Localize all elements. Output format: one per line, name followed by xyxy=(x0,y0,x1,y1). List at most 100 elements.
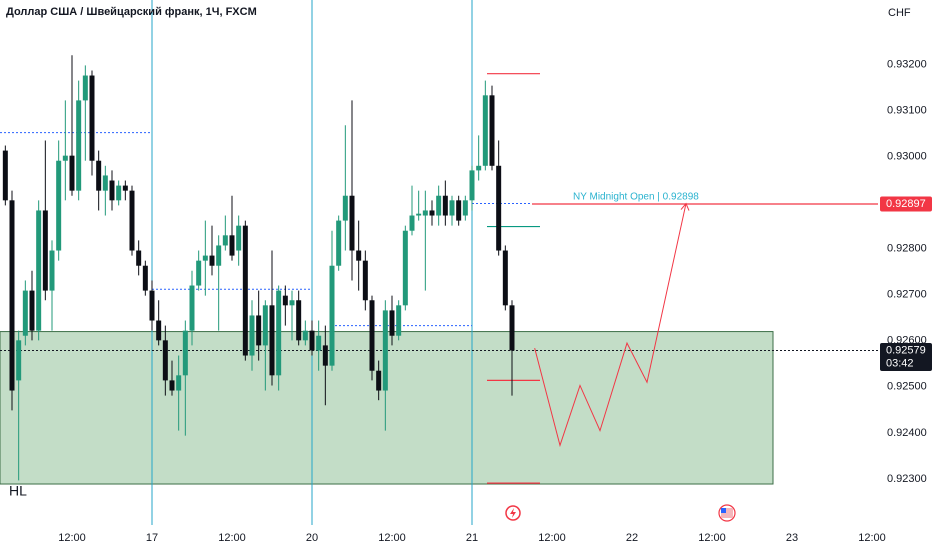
candle-body xyxy=(449,200,455,216)
x-tick-label: 20 xyxy=(306,532,318,544)
candle-body xyxy=(289,300,295,306)
candle-body xyxy=(442,195,448,216)
candle-body xyxy=(42,210,48,291)
candle-body xyxy=(9,200,15,391)
annotation-ny-open: NY Midnight Open | 0.92898 xyxy=(573,192,699,203)
price-tag xyxy=(880,196,932,212)
x-tick-label: 12:00 xyxy=(698,532,726,544)
x-tick-label: 12:00 xyxy=(218,532,246,544)
candle-body xyxy=(122,185,128,191)
price-tag xyxy=(880,342,932,371)
candle-body xyxy=(409,215,415,231)
projection-arrow xyxy=(680,202,690,211)
candle-body xyxy=(262,305,268,346)
candle-body xyxy=(56,160,62,251)
candle-body xyxy=(36,210,42,331)
candle-body xyxy=(182,330,188,376)
candle-body xyxy=(156,320,162,341)
candle-body xyxy=(436,195,442,216)
y-tick-label: 0.92400 xyxy=(887,427,927,439)
y-tick-label: 0.92800 xyxy=(887,243,927,255)
candle-body xyxy=(2,150,8,201)
candle-body xyxy=(382,310,388,391)
candle-body xyxy=(149,290,155,321)
candle-body xyxy=(496,165,502,251)
candle-body xyxy=(402,230,408,306)
candle-body xyxy=(116,185,122,201)
annotation-hl: HL xyxy=(9,483,27,499)
candle-body xyxy=(429,210,435,216)
price-tag-label: 0.92579 xyxy=(886,344,926,356)
candle-body xyxy=(456,200,462,221)
y-tick-label: 0.93000 xyxy=(887,150,927,162)
candle-body xyxy=(249,315,255,356)
y-tick-label: 0.93100 xyxy=(887,104,927,116)
candle-body xyxy=(329,265,335,366)
x-tick-label: 12:00 xyxy=(58,532,86,544)
projection-path xyxy=(534,203,687,448)
candle-body xyxy=(176,375,182,391)
candle-body xyxy=(236,225,242,251)
candle-body xyxy=(196,260,202,286)
candle-body xyxy=(469,170,475,201)
candle-body xyxy=(356,250,362,261)
candle-body xyxy=(302,330,308,341)
candle-body xyxy=(189,285,195,331)
candle-body xyxy=(129,190,135,251)
candle-body xyxy=(489,95,495,166)
candle-body xyxy=(476,165,482,171)
x-tick-label: 12:00 xyxy=(378,532,406,544)
candle-body xyxy=(322,345,328,366)
chart-title: Доллар США / Швейцарский франк, 1Ч, FXCM xyxy=(6,6,257,18)
candle-body xyxy=(76,100,82,191)
candle-body xyxy=(49,250,55,291)
candle-body xyxy=(369,300,375,371)
y-axis-label: CHF xyxy=(888,7,911,19)
y-tick-label: 0.92500 xyxy=(887,381,927,393)
candle-body xyxy=(389,310,395,336)
candle-body xyxy=(216,245,222,266)
candle-body xyxy=(242,225,248,356)
candle-body xyxy=(309,330,315,351)
candle-body xyxy=(362,260,368,301)
x-tick-label: 17 xyxy=(146,532,158,544)
candle-body xyxy=(22,290,28,336)
y-tick-label: 0.92700 xyxy=(887,289,927,301)
event-icon[interactable] xyxy=(505,505,521,521)
x-tick-label: 21 xyxy=(466,532,478,544)
event-icon[interactable] xyxy=(718,504,736,522)
candle-body xyxy=(276,290,282,376)
x-tick-label: 12:00 xyxy=(858,532,886,544)
y-tick-label: 0.92300 xyxy=(887,473,927,485)
candle-body xyxy=(282,295,288,306)
candle-body xyxy=(396,305,402,336)
x-tick-label: 12:00 xyxy=(538,532,566,544)
y-tick-label: 0.93200 xyxy=(887,58,927,70)
candle-body xyxy=(422,210,428,216)
candle-body xyxy=(416,213,422,216)
candle-body xyxy=(502,250,508,306)
candle-body xyxy=(229,235,235,256)
x-tick-label: 22 xyxy=(626,532,638,544)
candle-body xyxy=(316,335,322,351)
candle-body xyxy=(62,155,68,161)
plot-area xyxy=(0,0,878,525)
candle-body xyxy=(169,380,175,391)
candle-body xyxy=(209,255,215,266)
countdown-label: 03:42 xyxy=(886,357,914,369)
candle-body xyxy=(162,340,168,381)
candle-body xyxy=(142,265,148,291)
candle-body xyxy=(16,340,22,381)
candle-body xyxy=(296,300,302,341)
candle-body xyxy=(69,155,75,191)
candle-body xyxy=(222,235,228,246)
candle-body xyxy=(82,75,88,101)
candle-body xyxy=(29,290,35,331)
candle-body xyxy=(269,305,275,376)
candle-body xyxy=(509,305,515,351)
candle-body xyxy=(96,160,102,191)
price-tag-label: 0.92897 xyxy=(886,198,926,210)
candle-body xyxy=(342,195,348,221)
